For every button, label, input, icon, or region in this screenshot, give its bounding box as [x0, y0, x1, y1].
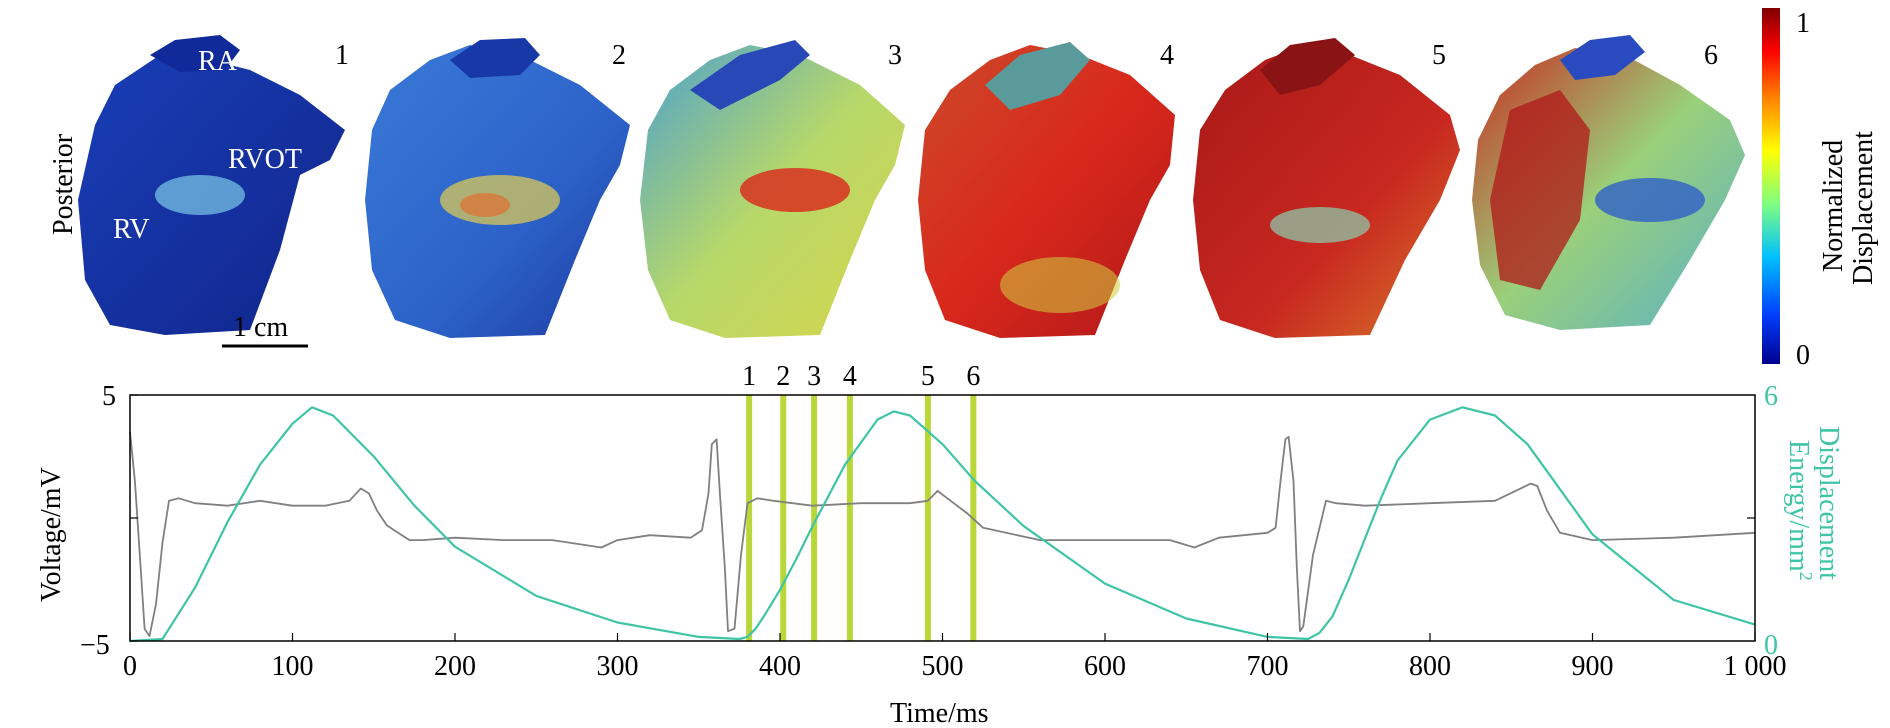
- x-tick-label: 100: [272, 651, 314, 682]
- atrium: [690, 40, 810, 110]
- region-label-rvot: RVOT: [228, 144, 302, 175]
- event-marker-label: 4: [843, 361, 857, 392]
- y-tick-label: −5: [80, 630, 110, 661]
- atrium: [1560, 35, 1645, 80]
- activation-region: [1490, 90, 1590, 290]
- atrium: [1260, 38, 1355, 95]
- heart-map-6: 6: [1472, 35, 1745, 330]
- colorbar-title-line2: Displacement: [1848, 131, 1879, 285]
- heart-maps: 1 RA RVOT RV 2 3 4 5: [48, 8, 1879, 371]
- y2-tick-label: 0: [1764, 630, 1778, 661]
- x-tick-label: 900: [1572, 651, 1614, 682]
- atrium: [150, 35, 240, 72]
- x-tick-label: 800: [1409, 651, 1451, 682]
- y2-axis-label-line2: Energy/mm2: [1783, 440, 1816, 581]
- atrium: [985, 42, 1090, 110]
- x-tick-label: 300: [597, 651, 639, 682]
- colorbar-gradient: [1762, 8, 1780, 364]
- heart-surface: [918, 45, 1175, 338]
- event-marker-label: 5: [921, 361, 935, 392]
- panel-index: 1: [335, 40, 349, 71]
- heart-surface: [1193, 45, 1460, 338]
- y-tick-label: 5: [102, 381, 116, 412]
- panel-index: 3: [888, 40, 902, 71]
- colorbar: 1 0 Normalized Displacement: [1762, 8, 1879, 371]
- y2-axis-label-line1: Displacement: [1813, 426, 1844, 580]
- plot-frame: [129, 394, 1756, 642]
- event-marker-label: 6: [966, 361, 980, 392]
- event-marker-label: 1: [742, 361, 756, 392]
- activation-spot: [1270, 207, 1370, 243]
- x-tick-label: 600: [1084, 651, 1126, 682]
- activation-spot: [1000, 257, 1120, 313]
- y-axis-right: 6 0 Displacement Energy/mm2: [1747, 381, 1844, 661]
- x-axis: 0 100 200 300 400 500 600 700 800 900 1 000: [123, 633, 1787, 682]
- y-axis-label: Voltage/mV: [36, 467, 67, 602]
- colorbar-max-label: 1: [1796, 8, 1810, 39]
- activation-spot: [460, 193, 510, 217]
- x-tick-label: 500: [922, 651, 964, 682]
- series-layer: [129, 406, 1756, 643]
- panel-index: 2: [612, 40, 626, 71]
- panel-index: 6: [1704, 40, 1718, 71]
- heart-map-1: 1 RA RVOT RV: [78, 35, 349, 335]
- activation-spot: [740, 168, 850, 212]
- heart-map-5: 5: [1193, 38, 1460, 338]
- heart-map-4: 4: [918, 40, 1175, 338]
- voltage-line: [129, 431, 1756, 637]
- event-marker-label: 2: [776, 361, 790, 392]
- x-tick-label: 1 000: [1724, 651, 1787, 682]
- activation-spot: [155, 175, 245, 215]
- event-marker-label: 3: [807, 361, 821, 392]
- atrium: [450, 38, 540, 78]
- activation-spot: [1595, 178, 1705, 222]
- region-label-ra: RA: [198, 46, 238, 77]
- y2-tick-label: 6: [1764, 381, 1778, 412]
- heart-map-2: 2: [365, 38, 630, 338]
- y2-axis-label-text: Energy/mm: [1783, 440, 1814, 572]
- y2-axis-label-sup: 2: [1796, 572, 1816, 581]
- displacement-energy-line: [129, 406, 1756, 643]
- posterior-label: Posterior: [48, 133, 79, 235]
- x-tick-label: 200: [434, 651, 476, 682]
- y-axis-left: 5 −5 Voltage/mV: [36, 381, 138, 661]
- panel-index: 5: [1432, 40, 1446, 71]
- x-tick-label: 700: [1247, 651, 1289, 682]
- x-axis-label: Time/ms: [890, 698, 989, 728]
- colorbar-min-label: 0: [1796, 340, 1810, 371]
- colorbar-title-line1: Normalized: [1818, 140, 1849, 272]
- x-tick-label: 400: [759, 651, 801, 682]
- panel-index: 4: [1160, 40, 1174, 71]
- x-tick-label: 0: [123, 651, 137, 682]
- scale-bar-label: 1 cm: [233, 312, 288, 343]
- region-label-rv: RV: [113, 214, 150, 245]
- heart-map-3: 3: [640, 40, 905, 338]
